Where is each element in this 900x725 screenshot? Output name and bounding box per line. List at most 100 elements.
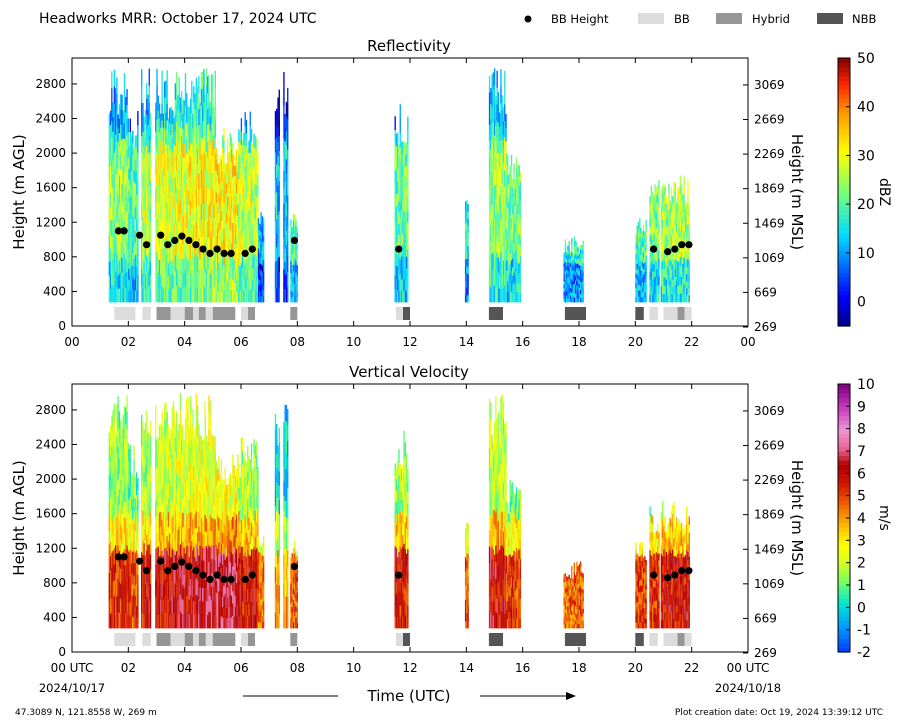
precip-column xyxy=(649,180,660,303)
precip-cell xyxy=(572,266,574,272)
precip-cell xyxy=(519,227,522,238)
precip-cell xyxy=(295,254,297,261)
precip-cell xyxy=(249,555,251,569)
precip-cell xyxy=(199,600,201,615)
precip-cell xyxy=(225,222,228,234)
precip-cell xyxy=(196,532,199,549)
precip-cell xyxy=(568,271,570,277)
precip-cell xyxy=(261,240,264,248)
precip-cell xyxy=(404,165,406,178)
precip-cell xyxy=(205,101,208,119)
precip-cell xyxy=(172,401,175,418)
precip-cell xyxy=(243,181,245,194)
precip-cell xyxy=(582,258,584,264)
precip-cell xyxy=(665,271,668,280)
precip-cell xyxy=(238,580,240,594)
precip-cell xyxy=(128,486,130,501)
x-tick-label: 16 xyxy=(515,335,530,349)
precip-cell xyxy=(235,502,238,515)
precip-cell xyxy=(574,266,577,272)
precip-cell xyxy=(644,266,646,273)
precip-cell xyxy=(244,501,246,516)
precip-column xyxy=(635,218,647,303)
precip-cell xyxy=(637,238,640,246)
precip-cell xyxy=(637,278,640,286)
precip-cell xyxy=(183,143,185,159)
precip-cell xyxy=(234,486,237,499)
precip-cell xyxy=(234,551,237,564)
precip-cell xyxy=(125,97,127,113)
precip-cell xyxy=(189,528,192,546)
precip-cell xyxy=(134,530,137,542)
bb-type-bar xyxy=(205,307,213,320)
precip-cell xyxy=(250,561,253,576)
precip-cell xyxy=(507,218,509,230)
precip-cell xyxy=(129,614,131,629)
precip-cell xyxy=(198,285,200,303)
precip-cell xyxy=(183,466,185,481)
precip-cell xyxy=(148,571,150,587)
colorbar-segment xyxy=(838,272,850,278)
precip-cell xyxy=(182,200,184,216)
precip-cell xyxy=(183,520,185,535)
precip-cell xyxy=(143,457,145,473)
precip-cell xyxy=(287,210,289,226)
precip-cell xyxy=(181,90,183,107)
precip-cell xyxy=(195,427,197,445)
precip-cell xyxy=(230,278,233,291)
precip-cell xyxy=(404,143,406,156)
precip-cell xyxy=(248,152,250,165)
precip-cell xyxy=(188,613,190,629)
precip-cell xyxy=(582,266,584,272)
precip-cell xyxy=(160,140,162,155)
precip-cell xyxy=(133,588,135,603)
precip-cell xyxy=(113,235,116,253)
precip-cell xyxy=(184,522,187,539)
precip-cell xyxy=(238,215,240,229)
precip-cell xyxy=(262,271,265,279)
precip-cell xyxy=(125,501,127,519)
precip-cell xyxy=(221,135,224,148)
precip-cell xyxy=(285,287,288,303)
precip-cell xyxy=(214,518,217,534)
precip-cell xyxy=(668,293,670,303)
precip-cell xyxy=(568,280,570,285)
precip-cell xyxy=(116,173,118,191)
precip-cell xyxy=(195,206,197,223)
precip-cell xyxy=(165,175,167,192)
precip-cell xyxy=(141,521,143,538)
precip-cell xyxy=(657,243,659,253)
precip-cell xyxy=(571,242,573,248)
precip-cell xyxy=(193,286,195,303)
right-y-tick-label: 2269 xyxy=(754,147,785,161)
precip-cell xyxy=(237,226,239,238)
precip-cell xyxy=(644,291,646,298)
precip-cell xyxy=(257,248,259,260)
precip-cell xyxy=(398,155,400,168)
precip-cell xyxy=(123,453,126,471)
precip-cell xyxy=(174,554,177,570)
precip-cell xyxy=(188,120,190,136)
precip-cell xyxy=(230,562,233,575)
precip-cell xyxy=(175,535,178,552)
precip-cell xyxy=(207,601,209,616)
colorbar-segment xyxy=(838,71,850,77)
precip-cell xyxy=(669,258,671,267)
precip-cell xyxy=(157,491,159,506)
precip-cell xyxy=(253,157,255,171)
precip-cell xyxy=(160,540,162,556)
precip-cell xyxy=(653,225,655,234)
precip-cell xyxy=(247,290,249,303)
bb-height-point xyxy=(395,245,403,253)
precip-cell xyxy=(248,175,250,188)
precip-cell xyxy=(243,253,245,267)
precip-cell xyxy=(162,221,165,236)
precip-cell xyxy=(133,257,135,270)
precip-cell xyxy=(641,286,644,293)
precip-cell xyxy=(577,278,579,283)
precip-cell xyxy=(653,294,655,303)
precip-cell xyxy=(653,202,655,212)
precip-cell xyxy=(134,135,137,149)
precip-cell xyxy=(492,252,495,270)
precip-cell xyxy=(208,123,210,141)
